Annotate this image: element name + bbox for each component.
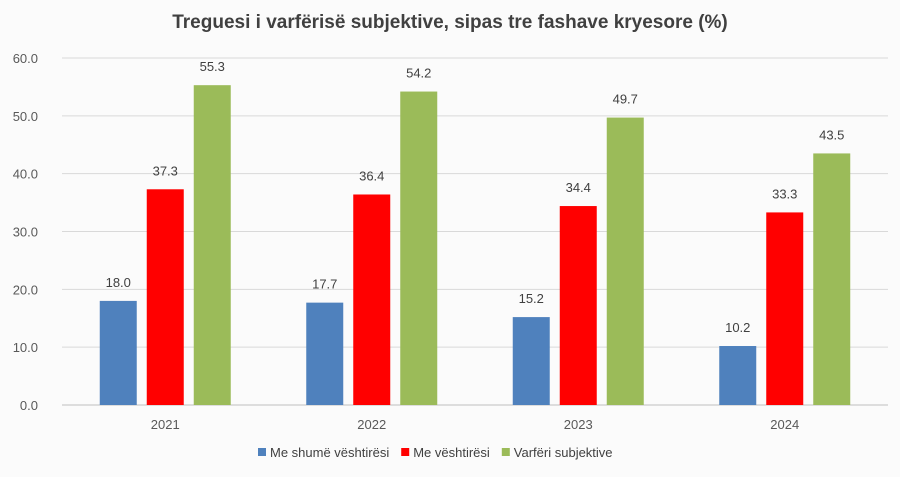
- y-tick-label: 30.0: [13, 225, 38, 240]
- data-label: 37.3: [153, 163, 178, 178]
- y-tick-label: 20.0: [13, 282, 38, 297]
- data-label: 10.2: [725, 320, 750, 335]
- legend-label: Me shumë vështirësi: [270, 445, 389, 460]
- data-label: 33.3: [772, 186, 797, 201]
- x-tick-label: 2023: [564, 417, 593, 432]
- chart-title: Treguesi i varfërisë subjektive, sipas t…: [172, 12, 728, 33]
- x-tick-label: 2022: [357, 417, 386, 432]
- bar: [559, 206, 597, 405]
- data-label: 18.0: [106, 275, 131, 290]
- bar: [193, 85, 231, 405]
- data-label: 43.5: [819, 127, 844, 142]
- data-label: 54.2: [406, 66, 431, 81]
- bar: [353, 194, 391, 405]
- legend-swatch: [258, 448, 266, 456]
- bar: [306, 302, 344, 405]
- legend-swatch: [401, 448, 410, 456]
- y-tick-label: 50.0: [13, 109, 38, 124]
- y-tick-label: 10.0: [13, 340, 38, 355]
- x-tick-label: 2021: [151, 417, 180, 432]
- bar: [606, 117, 644, 406]
- y-tick-label: 40.0: [13, 167, 38, 182]
- bar: [719, 346, 757, 405]
- legend-label: Varfëri subjektive: [514, 445, 613, 460]
- y-tick-label: 0.0: [20, 398, 38, 413]
- legend-label: Me vështirësi: [413, 445, 490, 460]
- data-label: 49.7: [613, 92, 638, 107]
- y-tick-label: 60.0: [13, 51, 38, 66]
- x-tick-label: 2024: [770, 417, 799, 432]
- bar: [99, 300, 137, 405]
- bar: [512, 317, 550, 405]
- data-label: 17.7: [312, 277, 337, 292]
- data-label: 55.3: [200, 59, 225, 74]
- bar: [766, 212, 804, 405]
- bar: [813, 153, 851, 405]
- bar: [146, 189, 184, 405]
- legend-swatch: [501, 448, 510, 456]
- data-label: 36.4: [359, 168, 384, 183]
- bar: [400, 91, 438, 405]
- data-label: 15.2: [519, 291, 544, 306]
- data-label: 34.4: [566, 180, 591, 195]
